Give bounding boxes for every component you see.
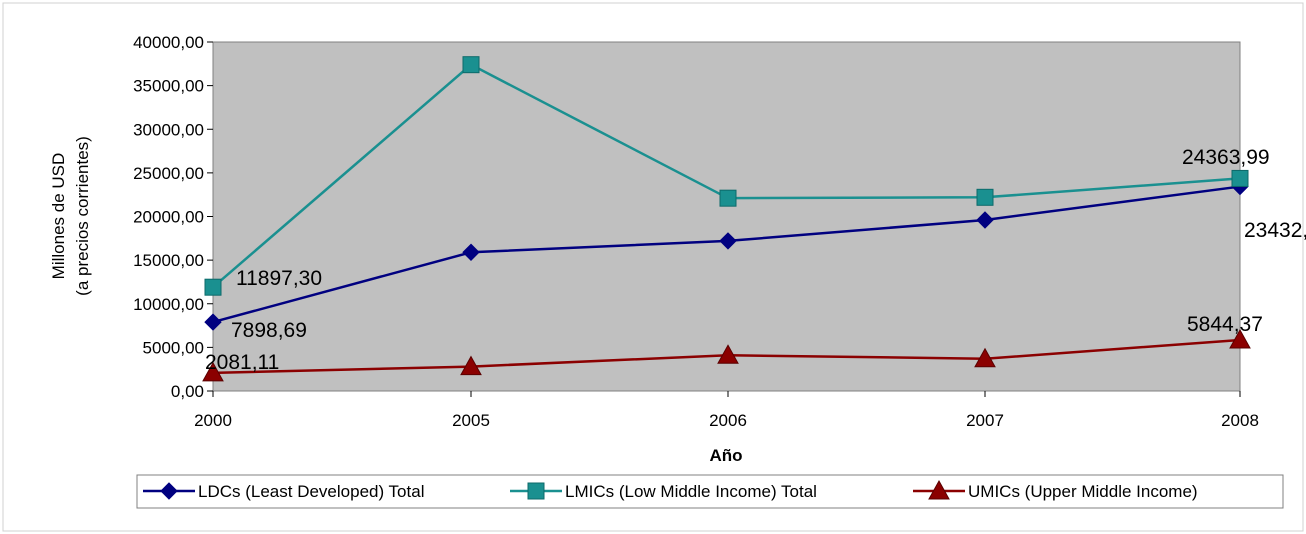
data-label-ldcs: 7898,69	[231, 319, 307, 342]
data-label-ldcs: 23432,10	[1244, 219, 1306, 242]
data-point-ldcs	[204, 313, 222, 331]
legend-marker-umics	[928, 479, 950, 500]
y-tick-label: 40000,00	[133, 33, 204, 52]
y-axis-title: Millones de USD (a precios corrientes)	[49, 136, 92, 296]
y-tick-label: 30000,00	[133, 120, 204, 139]
data-point-umics	[202, 361, 224, 382]
x-axis-ticks: 2000 2005 2006 2007 2008	[194, 391, 1259, 430]
series-ldcs	[204, 177, 1249, 331]
y-axis-ticks: 0,00 5000,00 10000,00 15000,00 20000,00 25000…	[133, 33, 213, 401]
legend-box	[136, 474, 1284, 509]
y-tick-label: 20000,00	[133, 208, 204, 227]
x-tick-label: 2000	[194, 411, 232, 430]
data-labels: 7898,69 23432,10 11897,30 24363,99 2081,11 58…	[205, 146, 1306, 374]
data-point-umics	[1229, 328, 1251, 349]
legend-marker-ldcs	[160, 482, 178, 500]
data-point-lmics	[462, 56, 480, 74]
x-axis-title: Año	[709, 446, 742, 465]
data-label-lmics: 24363,99	[1182, 146, 1270, 169]
x-tick-label: 2007	[966, 411, 1004, 430]
series-umics	[202, 328, 1251, 382]
data-point-lmics	[1231, 169, 1249, 187]
y-axis-title-line-2: (a precios corrientes)	[73, 136, 92, 296]
y-tick-label: 5000,00	[143, 338, 204, 357]
legend-label-ldcs: LDCs (Least Developed) Total	[198, 482, 424, 501]
x-tick-label: 2005	[452, 411, 490, 430]
data-point-lmics	[719, 189, 737, 207]
data-label-umics: 2081,11	[205, 351, 279, 374]
legend-marker-lmics	[527, 482, 545, 500]
data-point-umics	[974, 347, 996, 368]
data-point-ldcs	[976, 211, 994, 229]
y-tick-label: 10000,00	[133, 295, 204, 314]
data-point-umics	[717, 344, 739, 364]
data-point-ldcs	[462, 243, 480, 261]
x-tick-label: 2008	[1221, 411, 1259, 430]
y-axis-title-line-1: Millones de USD	[49, 153, 68, 280]
plot-area	[212, 41, 1241, 392]
y-tick-label: 25000,00	[133, 164, 204, 183]
y-tick-label: 0,00	[171, 382, 204, 401]
x-tick-label: 2006	[709, 411, 747, 430]
data-label-lmics: 11897,30	[236, 267, 322, 290]
data-point-umics	[460, 355, 482, 376]
data-point-lmics	[976, 188, 994, 206]
series-layer	[202, 56, 1251, 382]
data-label-umics: 5844,37	[1187, 313, 1263, 336]
y-tick-label: 15000,00	[133, 251, 204, 270]
data-point-ldcs	[719, 232, 737, 250]
legend-label-umics: UMICs (Upper Middle Income)	[968, 482, 1198, 501]
legend: LDCs (Least Developed) Total LMICs (Low M…	[136, 474, 1284, 509]
y-tick-label: 35000,00	[133, 77, 204, 96]
data-point-lmics	[204, 278, 222, 296]
series-lmics	[204, 56, 1249, 296]
legend-label-lmics: LMICs (Low Middle Income) Total	[565, 482, 817, 501]
